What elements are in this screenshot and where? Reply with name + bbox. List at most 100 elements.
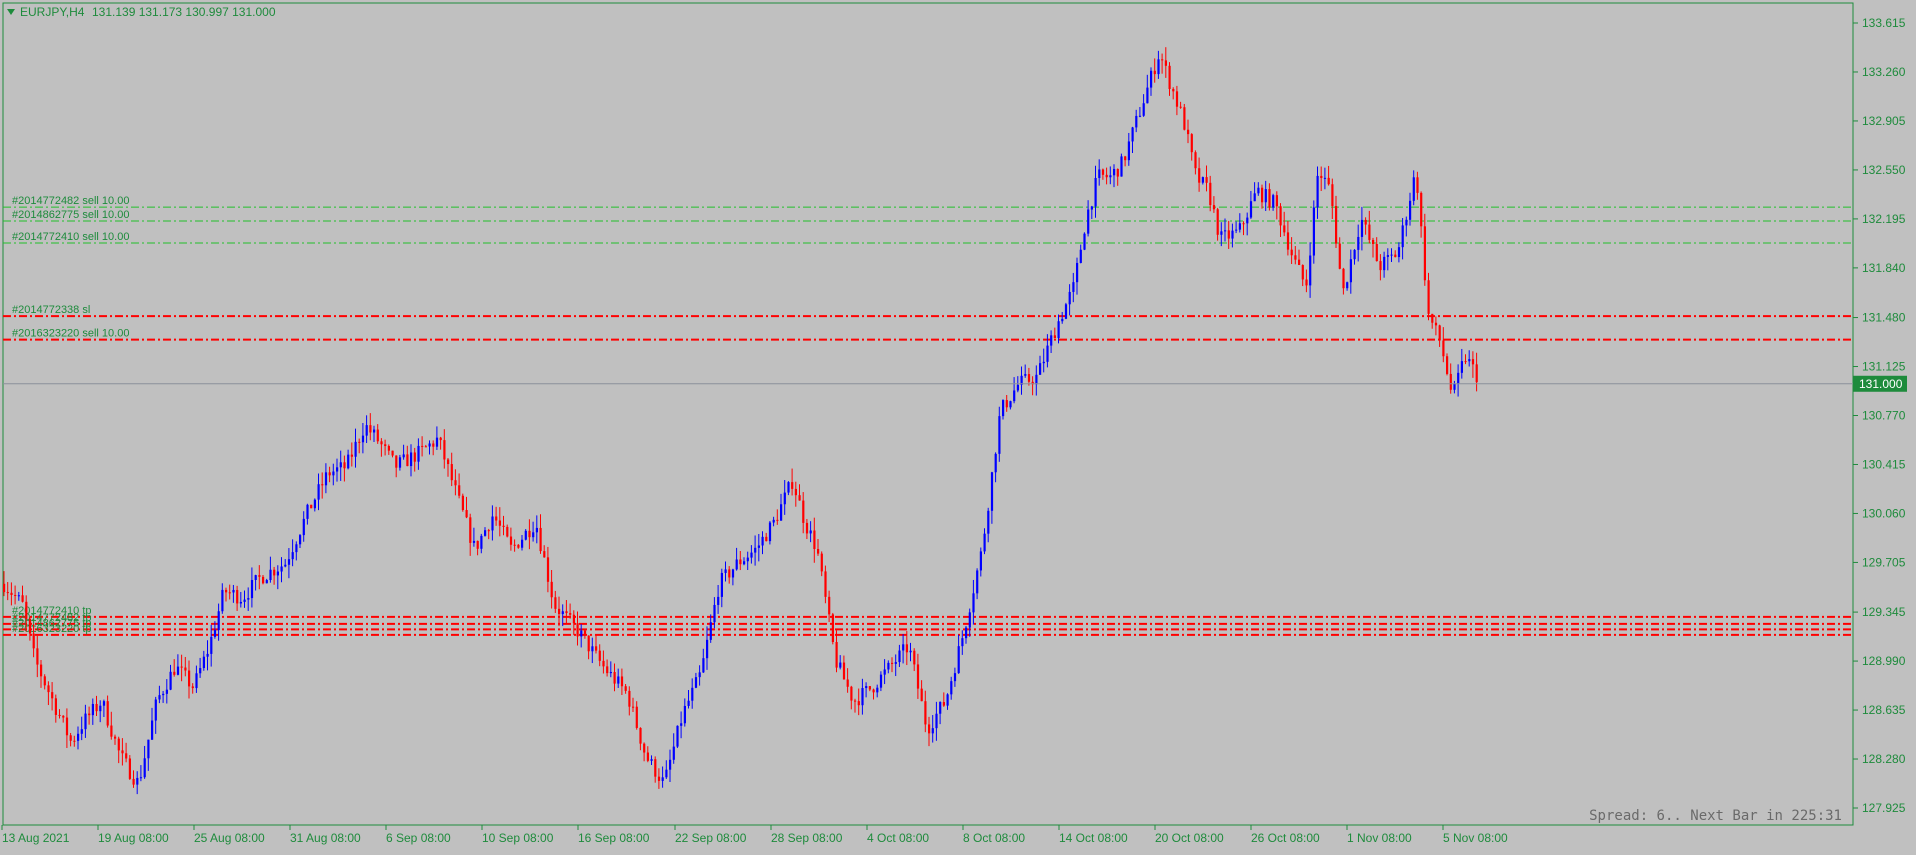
candle-body	[558, 608, 561, 615]
candle-body	[583, 630, 587, 636]
candle-body	[1283, 225, 1286, 233]
order-line-label: #2016323220 sell 10.00	[12, 328, 129, 340]
candle-body	[831, 614, 834, 642]
candle-body	[247, 598, 250, 600]
candle-body	[965, 627, 968, 639]
candle-body	[935, 713, 938, 729]
candle-body	[1020, 375, 1023, 385]
candle-body	[1131, 127, 1134, 142]
candle-body	[1431, 313, 1434, 323]
candle-body	[550, 581, 553, 598]
candle-body	[1246, 217, 1249, 224]
candle-body	[132, 778, 135, 785]
candle-body	[484, 530, 487, 536]
candle-body	[576, 623, 579, 637]
candle-body	[269, 569, 272, 581]
candle-body	[535, 527, 538, 533]
candle-body	[350, 454, 353, 457]
time-tick-label: 5 Nov 08:00	[1443, 831, 1508, 845]
candle-body	[62, 715, 65, 718]
price-tick-label: 128.990	[1862, 654, 1906, 668]
candle-body	[939, 702, 942, 714]
collapse-triangle-icon[interactable]	[7, 9, 15, 15]
candle-body	[1190, 134, 1193, 153]
candle-body	[254, 575, 257, 580]
candle-body	[91, 703, 94, 716]
candle-body	[1142, 103, 1145, 116]
candle-body	[1394, 254, 1397, 258]
candle-body	[857, 701, 860, 706]
candle-body	[454, 480, 457, 486]
candle-body	[1120, 156, 1123, 177]
candle-body	[1390, 254, 1393, 256]
candle-body	[595, 646, 598, 651]
time-axis: 13 Aug 2021 19 Aug 08:00 25 Aug 08:00 31 Au…	[1, 825, 1508, 845]
candle-body	[1412, 177, 1415, 201]
candle-body	[709, 622, 712, 640]
candle-body	[417, 445, 420, 462]
candle-body	[1068, 291, 1071, 305]
candle-body	[902, 644, 905, 651]
candle-body	[121, 750, 124, 754]
candle-body	[435, 437, 439, 447]
order-line-label: #2014772482 tp	[12, 612, 92, 624]
candle-body	[84, 713, 87, 730]
candle-body	[1198, 168, 1201, 183]
candle-body	[410, 452, 413, 467]
candle-body	[661, 777, 664, 781]
order-line-label: #2014862775 sell 10.00	[12, 209, 129, 221]
candle-body	[783, 492, 786, 505]
candle-body	[624, 686, 627, 691]
time-tick-label: 14 Oct 08:00	[1059, 831, 1128, 845]
candle-body	[750, 552, 753, 558]
candle-body	[1249, 201, 1253, 218]
candle-body	[887, 662, 890, 670]
candle-body	[1401, 225, 1404, 248]
candle-body	[1109, 175, 1112, 178]
candle-body	[1338, 243, 1341, 269]
candle-body	[495, 516, 498, 521]
candle-body	[136, 777, 139, 785]
price-tick-label: 129.345	[1862, 605, 1906, 619]
candle-body	[1009, 401, 1012, 408]
candle-body	[295, 544, 298, 553]
candle-body	[465, 509, 468, 518]
candle-body	[1372, 239, 1375, 244]
candle-body	[151, 720, 154, 740]
candle-body	[358, 441, 361, 443]
candle-body	[1101, 169, 1105, 175]
candle-body	[1172, 88, 1175, 92]
candle-body	[1127, 141, 1130, 161]
candle-body	[546, 557, 550, 582]
candle-body	[273, 569, 276, 576]
candle-body	[32, 633, 35, 649]
candle-body	[169, 671, 172, 690]
candle-body	[199, 668, 202, 674]
price-tick-label: 130.770	[1862, 409, 1906, 423]
candle-body	[339, 462, 342, 468]
order-line-label: #2014772410 sell 10.00	[12, 231, 129, 243]
candle-body	[739, 559, 742, 565]
candle-body	[1064, 304, 1068, 319]
candle-body	[1220, 231, 1223, 235]
candle-body	[387, 446, 390, 451]
candle-body	[953, 673, 957, 682]
candle-body	[1175, 91, 1179, 107]
candle-body	[554, 597, 557, 609]
candle-body	[210, 636, 213, 654]
candle-body	[994, 453, 997, 473]
candle-body	[1309, 255, 1312, 286]
candle-body	[1168, 65, 1171, 89]
candle-body	[165, 689, 168, 694]
candle-body	[458, 485, 461, 496]
time-tick-label: 28 Sep 08:00	[771, 831, 843, 845]
candle-body	[817, 548, 820, 554]
candle-body	[361, 435, 365, 443]
candle-body	[1053, 335, 1056, 339]
candle-body	[1305, 279, 1308, 286]
candle-body	[47, 685, 50, 693]
candle-body	[1179, 106, 1182, 108]
candle-body	[202, 656, 205, 669]
